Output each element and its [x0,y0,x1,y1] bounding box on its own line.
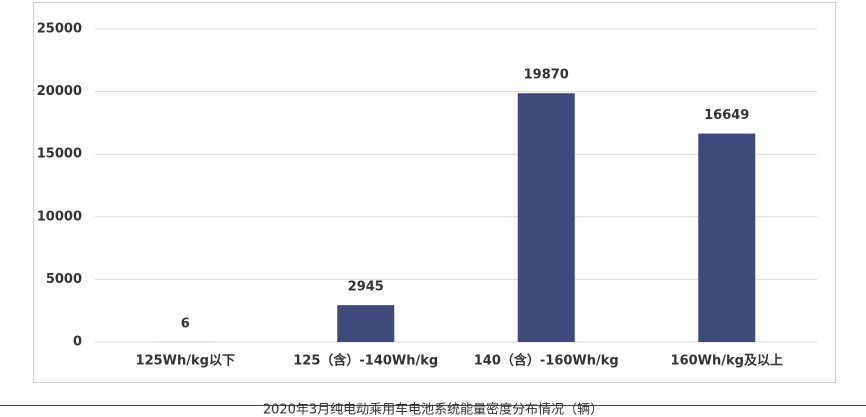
y-tick-label: 25000 [37,22,82,37]
bar [337,305,395,342]
y-tick-label: 10000 [37,209,82,224]
y-tick-label: 0 [73,335,82,350]
chart-frame [33,2,836,383]
chart-title: 2020年3月纯电动乘用车电池系统能量密度分布情况（辆） [263,402,603,417]
value-label: 6 [181,316,190,331]
y-tick-label: 20000 [37,84,82,99]
value-label: 19870 [524,68,569,83]
value-label: 2945 [348,280,384,295]
y-tick-label: 5000 [46,272,82,287]
y-tick-label: 15000 [37,147,82,162]
bar [698,133,756,342]
value-label: 16649 [704,108,749,123]
x-tick-label: 140（含）-160Wh/kg [474,353,619,369]
x-tick-label: 125Wh/kg以下 [136,354,235,369]
x-tick-label: 160Wh/kg及以上 [671,354,783,369]
bar [517,93,575,342]
x-tick-label: 125（含）-140Wh/kg [293,353,438,369]
